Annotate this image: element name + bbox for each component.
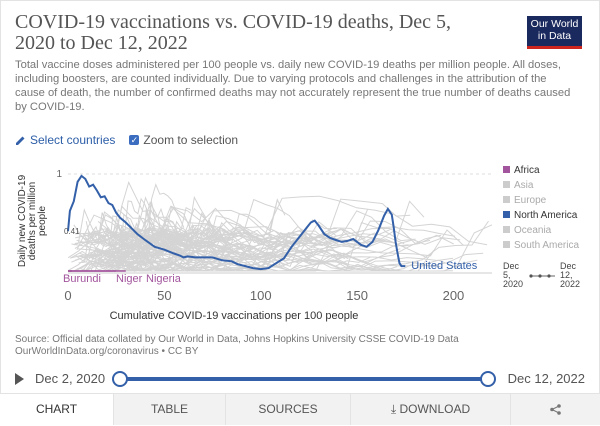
select-countries-button[interactable]: Select countries	[15, 133, 115, 147]
chart-controls: Select countries ✓ Zoom to selection	[15, 133, 238, 147]
tab-chart[interactable]: CHART	[0, 394, 114, 425]
legend-item-europe[interactable]: Europe	[514, 195, 547, 206]
x-tick-label: 50	[157, 288, 171, 303]
x-tick-label: 0	[64, 288, 71, 303]
background-country-line	[88, 237, 345, 263]
x-tick-label: 100	[250, 288, 272, 303]
size-legend-end: 12,	[560, 270, 573, 280]
background-country-line	[101, 226, 464, 269]
background-country-line	[123, 248, 401, 269]
size-legend-dot	[529, 274, 533, 278]
timeline-start-label: Dec 2, 2020	[35, 371, 106, 386]
share-icon	[550, 404, 561, 416]
legend-swatch[interactable]	[503, 241, 510, 248]
background-country-line	[92, 249, 434, 272]
series-end-label[interactable]: Nigeria	[146, 273, 182, 285]
y-axis-title-line: people	[37, 206, 48, 236]
x-axis-title: Cumulative COVID-19 vaccinations per 100…	[110, 310, 359, 322]
background-country-line	[96, 201, 168, 250]
x-tick-label: 150	[346, 288, 368, 303]
legend-item-africa[interactable]: Africa	[514, 165, 540, 176]
series-start-value-label: 0.41	[64, 227, 80, 236]
grid-lines: 0 50 100 150 200 1	[56, 169, 492, 303]
scatter-chart: 0 50 100 150 200 1 0.41 United States Burundi Ni…	[17, 165, 580, 322]
legend-item-asia[interactable]: Asia	[514, 180, 534, 191]
tab-bar: CHART TABLE SOURCES ⤓ DOWNLOAD	[0, 393, 600, 426]
timeline: Dec 2, 2020 Dec 12, 2022	[15, 369, 585, 389]
zoom-label: Zoom to selection	[143, 133, 239, 147]
legend-swatch[interactable]	[503, 181, 510, 188]
chart-title: COVID-19 vaccinations vs. COVID-19 death…	[15, 11, 452, 54]
background-country-line	[94, 235, 179, 272]
tab-sources[interactable]: SOURCES	[226, 394, 351, 425]
series-end-label[interactable]: United States	[411, 260, 478, 272]
tab-download[interactable]: ⤓ DOWNLOAD	[351, 394, 511, 425]
legend-swatch[interactable]	[503, 196, 510, 203]
background-country-line	[100, 220, 431, 272]
tab-table[interactable]: TABLE	[114, 394, 226, 425]
size-legend-end: 2022	[560, 279, 580, 289]
timeline-track[interactable]	[120, 377, 488, 381]
legend-item-north-america[interactable]: North America	[514, 210, 578, 221]
legend-swatch[interactable]	[503, 211, 510, 218]
series-lines	[67, 174, 406, 272]
legend-item-oceania[interactable]: Oceania	[514, 225, 552, 236]
background-country-line	[116, 198, 286, 266]
legend-swatch[interactable]	[503, 166, 510, 173]
pencil-icon	[16, 136, 25, 145]
x-tick-label: 200	[443, 288, 465, 303]
size-legend-start: 5,	[503, 270, 511, 280]
download-icon: ⤓	[390, 402, 397, 416]
zoom-toggle[interactable]: ✓ Zoom to selection	[129, 133, 238, 147]
play-icon[interactable]	[15, 373, 24, 385]
logo-line-1: Our World	[530, 18, 579, 30]
background-country-line	[108, 200, 425, 272]
y-tick-label: 1	[56, 169, 62, 180]
legend: Africa Asia Europe North America Oceania Sout…	[503, 165, 580, 289]
source-note: Source: Official data collated by Our Wo…	[15, 334, 535, 358]
background-country-lines	[67, 181, 493, 273]
background-country-line	[115, 217, 192, 270]
source-line-2[interactable]: OurWorldInData.org/coronavirus • CC BY	[15, 346, 199, 357]
series-end-label[interactable]: Niger	[116, 273, 143, 285]
y-axis-title: Daily new COVID-19 deaths per million peop…	[17, 174, 48, 267]
chart-labels: 0.41 United States Burundi Niger Nigeria Dail…	[17, 174, 478, 322]
series-line-united-states[interactable]	[67, 174, 406, 271]
size-legend-end: Dec	[560, 261, 577, 271]
y-axis-title-line: Daily new COVID-19	[17, 174, 28, 267]
source-line-1: Source: Official data collated by Our Wo…	[15, 334, 459, 345]
size-legend-start: Dec	[503, 261, 520, 271]
background-country-line	[82, 232, 192, 262]
y-axis-title-line: deaths per million	[27, 182, 38, 260]
legend-item-south-america[interactable]: South America	[514, 240, 579, 251]
tab-download-label: DOWNLOAD	[399, 402, 471, 416]
timeline-start-handle[interactable]	[112, 371, 128, 387]
size-legend-dot	[547, 274, 551, 278]
series-end-label[interactable]: Burundi	[63, 273, 101, 285]
timeline-end-label: Dec 12, 2022	[507, 371, 585, 386]
select-countries-label: Select countries	[30, 133, 116, 147]
background-country-line	[116, 252, 158, 273]
share-button[interactable]	[511, 394, 600, 425]
background-country-line	[99, 205, 493, 269]
logo-line-2: in Data	[537, 30, 572, 42]
size-legend-start: 2020	[503, 279, 523, 289]
checkbox-checked-icon[interactable]: ✓	[129, 135, 140, 145]
timeline-end-handle[interactable]	[480, 371, 496, 387]
owid-logo[interactable]: Our World in Data	[527, 16, 582, 49]
background-country-line	[74, 228, 300, 272]
legend-swatch[interactable]	[503, 226, 510, 233]
size-legend-dot	[538, 274, 542, 278]
background-country-line	[117, 235, 252, 272]
background-country-line	[83, 211, 235, 272]
chart-subtitle: Total vaccine doses administered per 100…	[15, 59, 571, 113]
background-country-line	[109, 215, 371, 272]
